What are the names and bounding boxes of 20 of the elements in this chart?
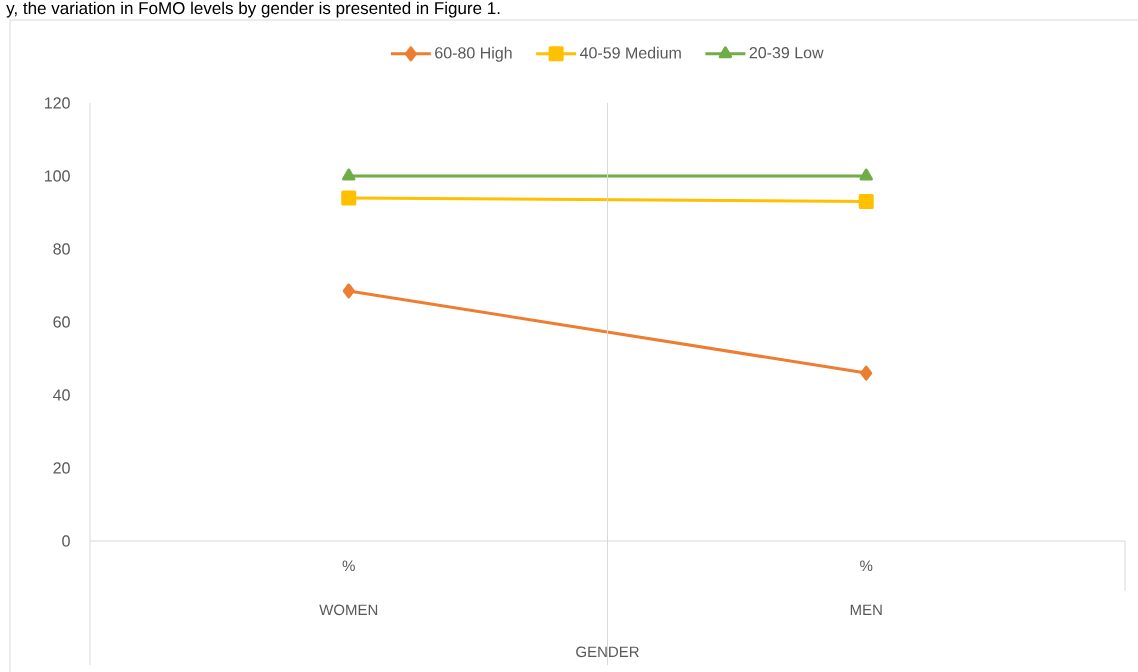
x-tick-label: % bbox=[860, 560, 873, 572]
x-tick-label: % bbox=[342, 560, 355, 572]
y-tick-label: 60 bbox=[53, 316, 70, 328]
y-tick-label: 40 bbox=[53, 389, 70, 401]
text: MEN bbox=[850, 604, 882, 615]
y-tick-label: 100 bbox=[45, 170, 70, 182]
point bbox=[342, 283, 355, 299]
y-tick-label: 0 bbox=[62, 535, 70, 547]
point bbox=[860, 365, 873, 381]
y-tick-label: 20 bbox=[53, 462, 70, 474]
y-tick-label: 120 bbox=[45, 97, 70, 109]
text: GENDER bbox=[576, 646, 639, 658]
legend-label: 20-39 Low bbox=[749, 47, 824, 59]
legend-label: 60-80 High bbox=[435, 46, 512, 62]
text: WOMEN bbox=[319, 604, 378, 616]
legend-label: 40-59 Medium bbox=[579, 46, 681, 59]
point bbox=[341, 190, 357, 206]
y-tick-label: 80 bbox=[53, 243, 70, 255]
point bbox=[858, 194, 874, 210]
text: y, the variation in FoMO levels by gender is presented in Figure 1. bbox=[6, 1, 500, 18]
